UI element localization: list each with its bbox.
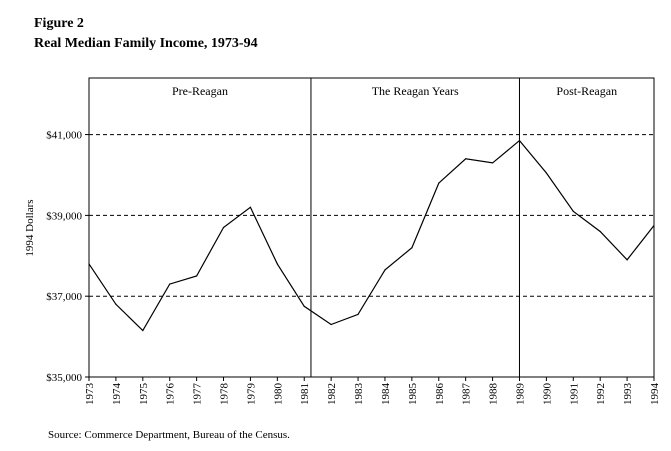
x-tick-label-1994: 1994 — [649, 383, 661, 406]
x-tick-label-1978: 1978 — [219, 383, 231, 406]
data-point-1990 — [545, 172, 547, 174]
figure-title: Real Median Family Income, 1973-94 — [34, 36, 258, 51]
x-tick-label-1992: 1992 — [595, 383, 607, 405]
region-label-2: The Reagan Years — [372, 84, 459, 98]
data-point-1983 — [357, 313, 359, 315]
x-tick-label-1989: 1989 — [514, 383, 526, 406]
x-tick-label-1975: 1975 — [138, 383, 150, 406]
x-tick-label-1984: 1984 — [380, 383, 392, 406]
data-point-1975 — [142, 329, 144, 332]
y-tick-label-37000: $37,000 — [46, 291, 82, 303]
data-point-1974 — [115, 303, 117, 305]
data-point-1978 — [222, 226, 225, 229]
data-point-1979 — [249, 206, 252, 208]
x-tick-label-1976: 1976 — [165, 383, 177, 406]
data-point-1981 — [303, 305, 305, 307]
x-tick-label-1974: 1974 — [111, 383, 123, 406]
y-tick-label-35000: $35,000 — [46, 372, 82, 384]
data-point-1993 — [626, 259, 628, 261]
data-point-1992 — [599, 230, 601, 233]
data-point-1985 — [411, 247, 413, 249]
data-point-1982 — [330, 323, 332, 326]
data-point-1980 — [276, 263, 278, 265]
data-point-1991 — [572, 210, 574, 212]
x-tick-label-1979: 1979 — [245, 383, 257, 406]
region-label-1: Pre-Reagan — [172, 84, 228, 98]
x-tick-label-1988: 1988 — [488, 383, 500, 406]
x-tick-label-1993: 1993 — [622, 383, 634, 406]
data-point-1976 — [169, 283, 171, 285]
data-point-1973 — [88, 263, 90, 265]
income-series-line — [88, 139, 655, 332]
data-point-1977 — [196, 275, 198, 277]
x-tick-label-1973: 1973 — [84, 383, 96, 406]
y-axis-label: 1994 Dollars — [24, 199, 36, 256]
data-point-1988 — [491, 162, 494, 164]
x-tick-label-1982: 1982 — [326, 383, 338, 405]
figure-label: Figure 2 — [34, 16, 84, 31]
data-point-1986 — [438, 182, 440, 184]
y-tick-label-41000: $41,000 — [46, 130, 82, 142]
y-tick-label-39000: $39,000 — [46, 210, 82, 222]
x-tick-label-1987: 1987 — [461, 383, 473, 406]
x-tick-label-1985: 1985 — [407, 383, 419, 406]
x-tick-label-1990: 1990 — [541, 383, 553, 406]
x-tick-label-1977: 1977 — [192, 383, 204, 406]
data-point-1984 — [384, 269, 386, 271]
source-note: Source: Commerce Department, Bureau of t… — [48, 429, 290, 441]
x-tick-label-1980: 1980 — [272, 383, 284, 406]
x-tick-label-1986: 1986 — [434, 383, 446, 406]
plot-frame — [88, 77, 655, 378]
x-tick-label-1991: 1991 — [568, 383, 580, 405]
region-label-3: Post-Reagan — [556, 84, 617, 98]
data-point-1989 — [518, 140, 521, 142]
x-tick-label-1981: 1981 — [299, 383, 311, 405]
x-tick-label-1983: 1983 — [353, 383, 365, 406]
data-point-1994 — [653, 224, 655, 227]
data-point-1987 — [465, 158, 467, 160]
